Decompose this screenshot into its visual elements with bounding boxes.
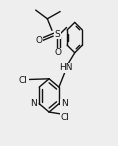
Text: N: N	[31, 99, 37, 108]
Text: O: O	[55, 48, 62, 57]
Text: O: O	[35, 35, 42, 45]
Text: HN: HN	[59, 64, 72, 72]
Text: N: N	[61, 99, 68, 108]
Text: Cl: Cl	[19, 77, 28, 85]
Text: Cl: Cl	[60, 113, 69, 122]
Text: S: S	[54, 30, 60, 39]
